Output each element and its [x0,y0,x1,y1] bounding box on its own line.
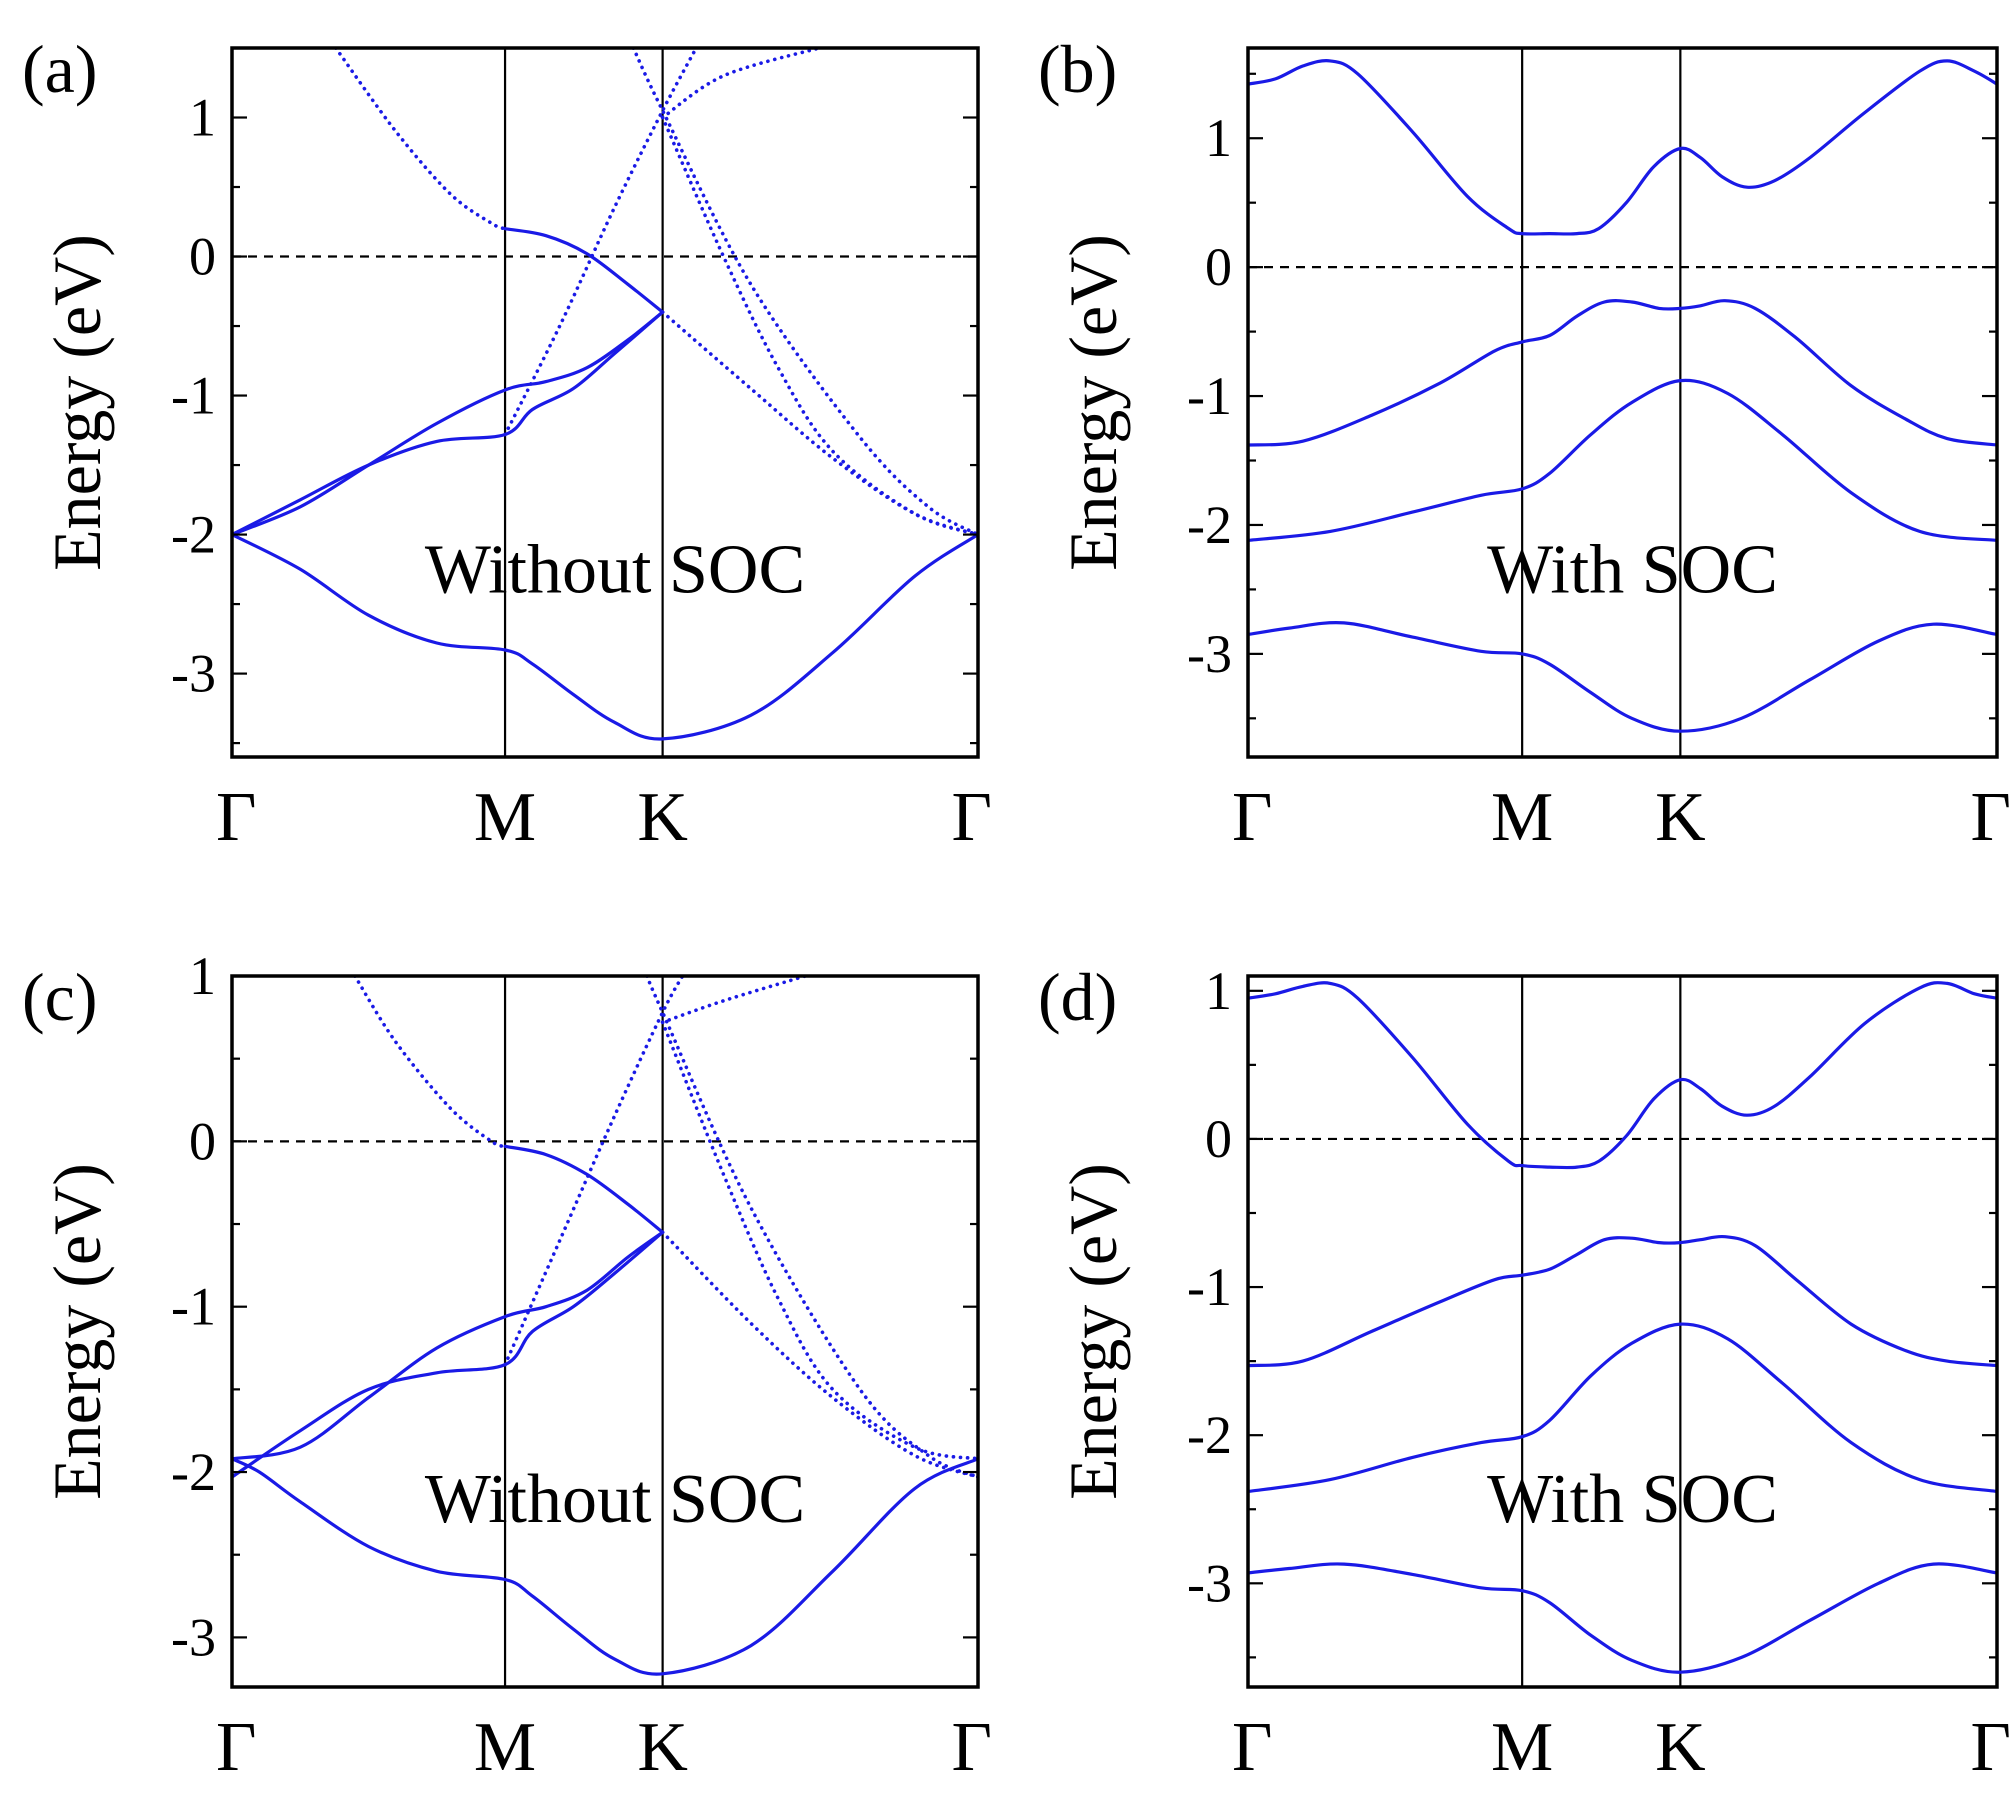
panel-d: 1 0 -1 -2 -3 Γ M K Γ Energy (eV) (d) With SOC [1038,959,2011,1786]
plot-frame [230,46,980,759]
plot-frame [230,974,980,1689]
band-line [1248,1562,1997,1674]
x-tick-label: Γ [1971,779,2011,856]
band-line [232,310,665,537]
soc-annotation: Without SOC [425,532,805,609]
y-axis-label: Energy (eV) [1055,234,1131,571]
y-tick-label: -3 [1187,1553,1232,1613]
x-tick-label: Γ [1971,1709,2011,1786]
band-line [503,976,685,1367]
band-line [1248,59,1997,236]
y-tick-label: -1 [1187,366,1232,426]
y-axis-label: Energy (eV) [39,1163,115,1500]
x-tick-label: M [474,779,536,856]
y-tick-label: -1 [171,366,216,426]
y-tick-label: -1 [171,1277,216,1337]
y-tick-label: 1 [1205,108,1232,168]
y-tick-label: 1 [189,946,216,1006]
x-tick-label: Γ [952,1709,992,1786]
y-axis-label: Energy (eV) [39,234,115,571]
band-line [660,310,978,537]
band-line [1248,1322,1997,1494]
band-line [1248,981,1997,1170]
band-line [1248,299,1997,447]
band-line [503,1144,665,1234]
band-line [660,976,808,1025]
y-tick-label: 1 [1205,961,1232,1021]
soc-annotation: Without SOC [425,1461,805,1538]
y-tick-label: 0 [1205,237,1232,297]
x-tick-label: K [1655,779,1706,856]
y-tick-label: -2 [171,1442,216,1502]
bands [232,48,978,741]
panel-b: 1 0 -1 -2 -3 Γ M K Γ Energy (eV) (b) With SOC [1038,31,2011,856]
band-line [503,48,698,437]
band-line [660,48,821,120]
band-line [232,1230,665,1461]
band-line [660,1020,978,1461]
plot-frame [1246,974,1999,1689]
band-line [645,976,978,1479]
band-line [631,48,978,537]
x-tick-label: K [1655,1709,1706,1786]
x-tick-label: M [1491,1709,1553,1786]
bands [232,976,978,1676]
band-line [1248,621,1997,733]
y-tick-label: -3 [171,1607,216,1667]
y-tick-label: 0 [189,227,216,287]
band-line [334,48,507,231]
y-axis-label: Energy (eV) [1055,1163,1131,1500]
x-tick-label: M [474,1709,536,1786]
y-tick-label: 0 [1205,1109,1232,1169]
x-tick-label: K [637,1709,688,1786]
band-line [353,976,507,1149]
soc-annotation: With SOC [1487,532,1778,609]
band-line [1248,378,1997,542]
panel-a: 1 0 -1 -2 -3 Γ M K Γ Energy (eV) (a) Without SOC [22,31,992,856]
y-tick-label: -2 [1187,1405,1232,1465]
x-tick-label: K [637,779,688,856]
band-line [660,1230,978,1479]
bands [1248,981,1997,1674]
plot-frame [1246,46,1999,759]
panel-label: (b) [1038,31,1117,107]
x-tick-label: Γ [216,1709,256,1786]
y-tick-label: -1 [1187,1257,1232,1317]
panel-label: (d) [1038,959,1117,1035]
x-tick-label: Γ [216,779,256,856]
band-line [1248,1234,1997,1368]
band-line [232,1230,665,1479]
bands [1248,59,1997,733]
y-tick-label: -3 [171,644,216,704]
band-line [660,115,978,537]
band-line [232,310,665,537]
y-tick-label: -2 [1187,495,1232,555]
band-line [232,1457,978,1676]
y-tick-label: 1 [189,88,216,148]
x-tick-label: Γ [1232,1709,1272,1786]
x-tick-label: M [1491,779,1553,856]
x-tick-label: Γ [952,779,992,856]
x-tick-label: Γ [1232,779,1272,856]
y-tick-label: 0 [189,1111,216,1171]
band-line [232,533,978,741]
y-tick-label: -2 [171,505,216,565]
y-tick-label: -3 [1187,624,1232,684]
panel-label: (c) [22,959,97,1035]
soc-annotation: With SOC [1487,1461,1778,1538]
band-line [503,227,665,314]
panel-label: (a) [22,31,97,107]
